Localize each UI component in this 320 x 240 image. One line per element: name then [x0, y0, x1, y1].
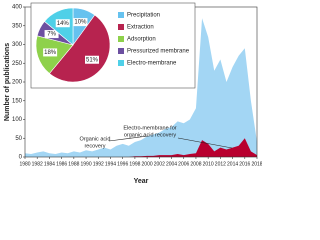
- x-tick-label: 1996: [117, 161, 128, 167]
- annotation: Organic acid: [80, 136, 111, 142]
- legend-swatch: [118, 36, 124, 42]
- pie-label-box: [43, 48, 58, 57]
- pie-label: 10%: [74, 20, 87, 26]
- x-tick-label: 2006: [178, 161, 189, 167]
- pie-label-box: [73, 18, 88, 27]
- chart: Number of publications Year 0 50 100 150 200…: [4, 2, 262, 185]
- legend-label: Adsorption: [127, 37, 156, 43]
- x-tick-label: 1998: [129, 161, 140, 167]
- x-tick-label: 2014: [227, 161, 238, 167]
- y-tick-label: 350: [12, 23, 23, 29]
- annotation: organic acid recovery: [124, 132, 177, 138]
- y-tick-label: 100: [12, 117, 23, 123]
- x-tick-label: 2010: [203, 161, 214, 167]
- legend-label: Pressurized membrane: [127, 49, 190, 55]
- legend-label: Extraction: [127, 25, 154, 31]
- x-tick-label: 2012: [215, 161, 226, 167]
- annotation-arrow: [177, 137, 233, 149]
- legend-label: Precipitation: [127, 13, 160, 19]
- pie-label: 7%: [47, 32, 56, 38]
- x-tick-label: 1982: [32, 161, 43, 167]
- annotation: Electro-membrane for: [123, 125, 176, 131]
- legend-swatch: [118, 48, 124, 54]
- legend-swatch: [118, 60, 124, 66]
- legend-swatch: [118, 12, 124, 18]
- y-tick-label: 200: [12, 80, 23, 86]
- legend-swatch: [118, 24, 124, 30]
- pie-label: 51%: [86, 57, 99, 63]
- x-tick-label: 2000: [142, 161, 153, 167]
- pie-label-box: [55, 19, 70, 28]
- x-tick-label: 1988: [68, 161, 79, 167]
- y-tick-label: 400: [12, 5, 23, 11]
- x-tick-label: 2002: [154, 161, 165, 167]
- x-tick-label: 1980: [19, 161, 30, 167]
- pie-label-box: [85, 55, 100, 64]
- y-tick-label: 50: [15, 136, 22, 142]
- legend-label: Electro-membrane: [127, 61, 177, 67]
- x-tick-label: 1994: [105, 161, 116, 167]
- x-tick-label: 1992: [93, 161, 104, 167]
- x-tick-label: 2018: [251, 161, 262, 167]
- y-tick-label: 250: [12, 61, 23, 67]
- x-tick-label: 2008: [190, 161, 201, 167]
- y-axis-label: Number of publications: [4, 43, 11, 121]
- y-tick-label: 0: [19, 155, 23, 161]
- x-tick-label: 1990: [80, 161, 91, 167]
- pie-label-box: [44, 30, 59, 39]
- y-tick-label: 300: [12, 42, 23, 48]
- annotation-arrow: [108, 135, 149, 142]
- pie-label: 14%: [57, 21, 70, 27]
- area: [25, 138, 257, 157]
- pie-slice: [48, 14, 111, 83]
- annotation: recovery: [84, 143, 105, 149]
- x-tick-label: 2004: [166, 161, 177, 167]
- x-tick-label: 2016: [239, 161, 250, 167]
- y-tick-label: 150: [12, 98, 23, 104]
- x-axis-label: Year: [134, 178, 149, 185]
- area: [25, 18, 257, 157]
- x-tick-label: 1986: [56, 161, 67, 167]
- x-tick-label: 1984: [44, 161, 55, 167]
- pie-label: 18%: [44, 50, 57, 56]
